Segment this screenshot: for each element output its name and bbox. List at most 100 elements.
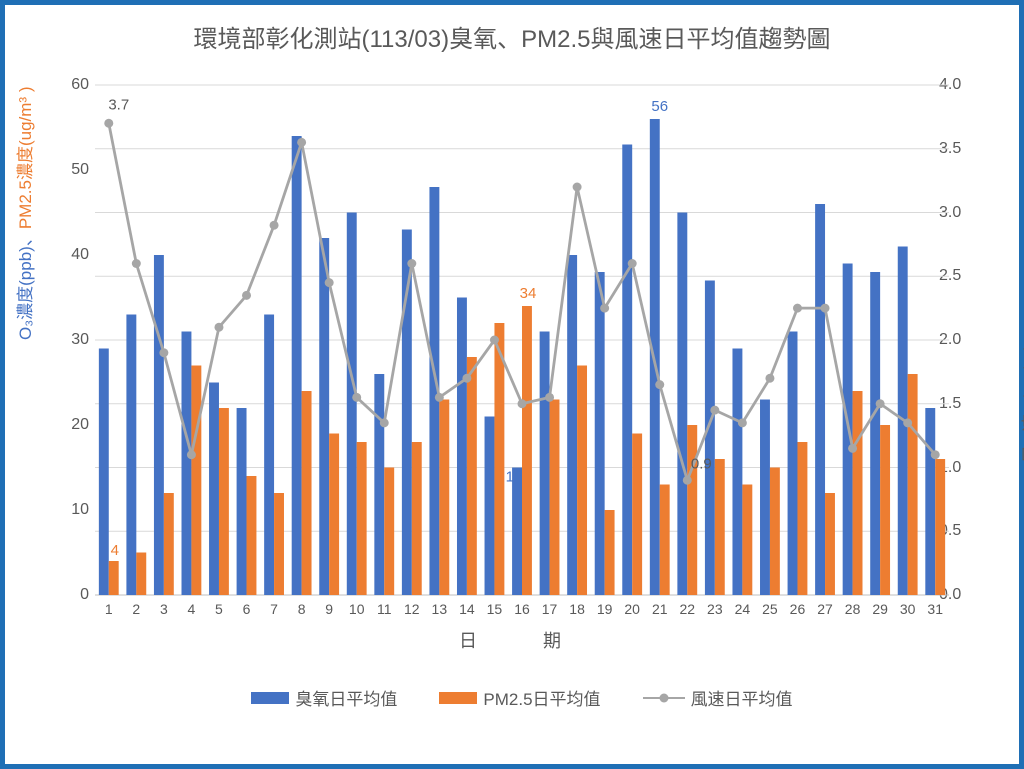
legend-label: 風速日平均值 — [691, 685, 793, 710]
value-label: 15 — [506, 469, 523, 486]
wind-marker — [545, 393, 554, 402]
bar-pm — [109, 561, 119, 595]
y-left-tick: 40 — [41, 246, 89, 264]
x-tick: 19 — [597, 601, 613, 617]
x-tick: 10 — [349, 601, 365, 617]
legend-item: PM2.5日平均值 — [439, 685, 600, 710]
bar-pm — [302, 391, 312, 595]
y-left-axis-title: O₃濃度(ppb)、PM2.5濃度(ug/m³ ) — [11, 87, 36, 340]
y-left-tick: 20 — [41, 416, 89, 434]
bar-pm — [550, 400, 560, 596]
wind-marker — [297, 138, 306, 147]
x-tick: 28 — [845, 601, 861, 617]
bar-pm — [880, 425, 890, 595]
bar-pm — [632, 434, 642, 596]
x-axis-ticks: 1234567891011121314151617181920212223242… — [95, 601, 949, 623]
value-label: 0.9 — [691, 455, 712, 472]
plot-svg: 3.745634150.9 — [95, 85, 949, 595]
x-tick: 25 — [762, 601, 778, 617]
wind-marker — [710, 406, 719, 415]
y-left-tick: 30 — [41, 331, 89, 349]
wind-marker — [270, 221, 279, 230]
x-tick: 20 — [624, 601, 640, 617]
x-tick: 1 — [105, 601, 113, 617]
x-tick: 16 — [514, 601, 530, 617]
bar-o3 — [677, 213, 687, 596]
x-tick: 3 — [160, 601, 168, 617]
legend: 臭氧日平均值 PM2.5日平均值 風速日平均值 — [95, 685, 949, 710]
bar-o3 — [595, 272, 605, 595]
x-tick: 18 — [569, 601, 585, 617]
bar-pm — [687, 425, 697, 595]
bar-o3 — [567, 255, 577, 595]
wind-marker — [765, 374, 774, 383]
x-tick: 12 — [404, 601, 420, 617]
bar-o3 — [512, 468, 522, 596]
x-tick: 4 — [188, 601, 196, 617]
bar-o3 — [760, 400, 770, 596]
y-left-tick: 50 — [41, 161, 89, 179]
y-left-title-o3: O₃濃度(ppb) — [16, 246, 35, 340]
bar-o3 — [925, 408, 935, 595]
y-left-title-pm: PM2.5濃度(ug/m³ ) — [16, 87, 35, 230]
bar-o3 — [815, 204, 825, 595]
bar-pm — [357, 442, 367, 595]
bar-o3 — [870, 272, 880, 595]
wind-marker — [462, 374, 471, 383]
bar-o3 — [347, 213, 357, 596]
bar-o3 — [788, 332, 798, 596]
y-left-tick: 0 — [41, 586, 89, 604]
wind-marker — [325, 278, 334, 287]
wind-marker — [655, 380, 664, 389]
bar-pm — [384, 468, 394, 596]
legend-item: 風速日平均值 — [643, 685, 793, 710]
x-tick: 17 — [542, 601, 558, 617]
legend-label: 臭氧日平均值 — [295, 685, 397, 710]
bar-o3 — [705, 281, 715, 596]
wind-marker — [628, 259, 637, 268]
wind-marker — [407, 259, 416, 268]
bar-pm — [742, 485, 752, 596]
bar-pm — [853, 391, 863, 595]
bar-pm — [935, 459, 945, 595]
legend-label: PM2.5日平均值 — [483, 685, 600, 710]
value-label: 4 — [111, 542, 119, 559]
bar-pm — [247, 476, 257, 595]
wind-marker — [518, 399, 527, 408]
bar-pm — [412, 442, 422, 595]
wind-marker — [876, 399, 885, 408]
wind-marker — [490, 336, 499, 345]
wind-marker — [821, 304, 830, 313]
bar-o3 — [154, 255, 164, 595]
bar-o3 — [732, 349, 742, 596]
bar-o3 — [540, 332, 550, 596]
bar-pm — [164, 493, 174, 595]
bar-pm — [522, 306, 532, 595]
value-label: 56 — [651, 98, 668, 115]
x-tick: 22 — [679, 601, 695, 617]
wind-marker — [132, 259, 141, 268]
x-tick: 21 — [652, 601, 668, 617]
x-tick: 9 — [325, 601, 333, 617]
chart-title: 環境部彰化測站(113/03)臭氧、PM2.5與風速日平均值趨勢圖 — [5, 5, 1019, 54]
legend-swatch — [251, 692, 289, 704]
x-tick: 23 — [707, 601, 723, 617]
bar-o3 — [485, 417, 495, 596]
legend-item: 臭氧日平均值 — [251, 685, 397, 710]
bar-pm — [219, 408, 229, 595]
value-label: 3.7 — [108, 96, 129, 113]
x-tick: 8 — [298, 601, 306, 617]
bar-pm — [136, 553, 146, 596]
x-tick: 15 — [487, 601, 503, 617]
x-tick: 27 — [817, 601, 833, 617]
wind-marker — [380, 418, 389, 427]
bar-o3 — [99, 349, 109, 596]
x-tick: 7 — [270, 601, 278, 617]
bar-o3 — [622, 145, 632, 596]
bar-pm — [191, 366, 201, 596]
bar-o3 — [126, 315, 136, 596]
bar-pm — [467, 357, 477, 595]
bar-pm — [797, 442, 807, 595]
wind-marker — [435, 393, 444, 402]
bar-o3 — [319, 238, 329, 595]
